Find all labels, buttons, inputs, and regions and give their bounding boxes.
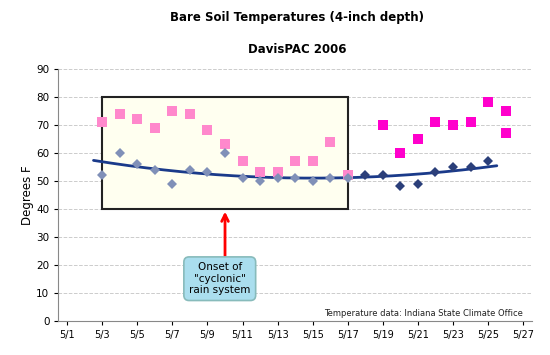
Text: Temperature data: Indiana State Climate Office: Temperature data: Indiana State Climate … bbox=[324, 309, 523, 318]
Text: Bare Soil Temperatures (4-inch depth): Bare Soil Temperatures (4-inch depth) bbox=[170, 11, 424, 24]
Y-axis label: Degrees F: Degrees F bbox=[20, 165, 34, 225]
Text: DavisPAC 2006: DavisPAC 2006 bbox=[248, 43, 346, 56]
Text: Onset of
"cyclonic"
rain system: Onset of "cyclonic" rain system bbox=[189, 262, 250, 295]
Bar bbox=[102, 97, 348, 209]
